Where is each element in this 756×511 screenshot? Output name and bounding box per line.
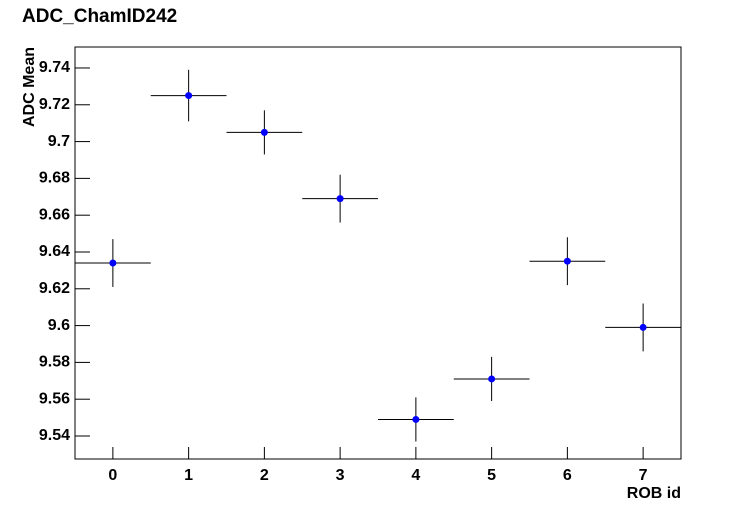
y-tick-label: 9.56	[39, 390, 70, 407]
x-tick-label: 7	[639, 467, 648, 484]
plot-frame	[74, 46, 682, 460]
y-tick-label: 9.7	[48, 133, 70, 150]
x-tick-label: 3	[336, 467, 345, 484]
y-axis-label: ADC Mean	[21, 47, 38, 127]
y-tick-label: 9.62	[39, 280, 70, 297]
y-tick-label: 9.68	[39, 170, 70, 187]
y-tick-label: 9.54	[39, 427, 70, 444]
data-point	[336, 195, 344, 203]
y-tick-label: 9.72	[39, 96, 70, 113]
y-tick-label: 9.58	[39, 354, 70, 371]
x-tick-label: 4	[411, 467, 420, 484]
data-point	[412, 415, 420, 423]
y-tick-label: 9.6	[48, 317, 70, 334]
x-tick-label: 5	[487, 467, 496, 484]
x-tick-label: 1	[184, 467, 193, 484]
data-point	[260, 128, 268, 136]
x-tick-label: 6	[563, 467, 572, 484]
x-tick-label: 0	[108, 467, 117, 484]
data-point	[185, 92, 193, 100]
data-point	[639, 323, 647, 331]
y-tick-label: 9.64	[39, 243, 70, 260]
y-tick-label: 9.66	[39, 206, 70, 223]
chart-title: ADC_ChamID242	[22, 6, 177, 27]
x-tick-label: 2	[260, 467, 269, 484]
data-point	[109, 259, 117, 267]
x-axis-label: ROB id	[627, 485, 681, 502]
data-point	[488, 375, 496, 383]
data-point	[563, 257, 571, 265]
y-tick-label: 9.74	[39, 59, 70, 76]
